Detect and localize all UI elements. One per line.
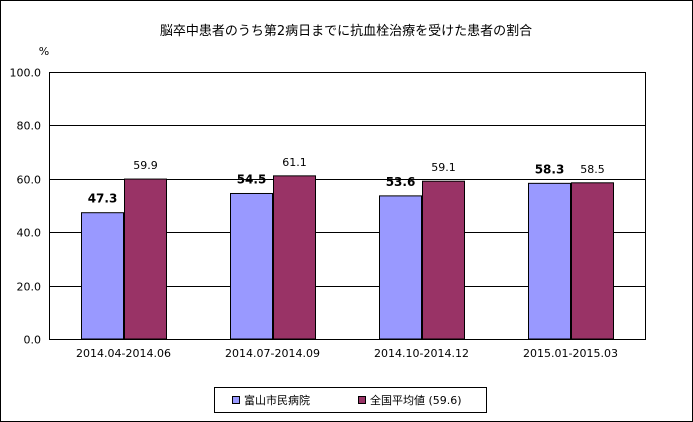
y-tick-label: 20.0	[17, 281, 42, 294]
legend-label: 全国平均値 (59.6)	[370, 393, 462, 407]
plot-border	[49, 72, 646, 340]
x-tick-label: 2014.10-2014.12	[374, 347, 469, 360]
data-label: 58.3	[535, 162, 565, 176]
y-tick-label: 40.0	[17, 227, 42, 240]
bar	[422, 180, 465, 340]
y-axis-unit: %	[39, 45, 49, 58]
legend-swatch	[358, 396, 366, 404]
bar	[273, 175, 316, 340]
bar	[379, 195, 422, 340]
x-tick-label: 2015.01-2015.03	[523, 347, 618, 360]
data-label: 54.5	[237, 172, 267, 186]
legend-swatch	[232, 396, 240, 404]
data-label: 59.9	[133, 159, 158, 172]
legend: 富山市民病院 全国平均値 (59.6)	[214, 387, 487, 413]
legend-label: 富山市民病院	[244, 393, 310, 407]
plot-area: 0.0 20.0 40.0 60.0 80.0 100.0 47.3 59.9 2014.04-…	[10, 67, 646, 360]
bar	[528, 182, 571, 340]
bar	[230, 192, 273, 340]
data-label: 61.1	[282, 156, 307, 169]
data-label: 47.3	[88, 192, 118, 206]
data-label: 59.1	[431, 161, 456, 174]
y-tick-label: 100.0	[10, 67, 42, 80]
data-label: 53.6	[386, 175, 416, 189]
bar	[81, 212, 124, 340]
x-tick-label: 2014.07-2014.09	[225, 347, 320, 360]
bar	[571, 182, 614, 340]
legend-box	[214, 387, 487, 413]
y-tick-label: 80.0	[17, 120, 42, 133]
x-tick-label: 2014.04-2014.06	[76, 347, 171, 360]
y-tick-label: 60.0	[17, 174, 42, 187]
chart-title: 脳卒中患者のうち第2病日までに抗血栓治療を受けた患者の割合	[160, 23, 532, 39]
data-label: 58.5	[580, 163, 605, 176]
y-tick-label: 0.0	[24, 334, 42, 347]
bar	[124, 178, 167, 340]
